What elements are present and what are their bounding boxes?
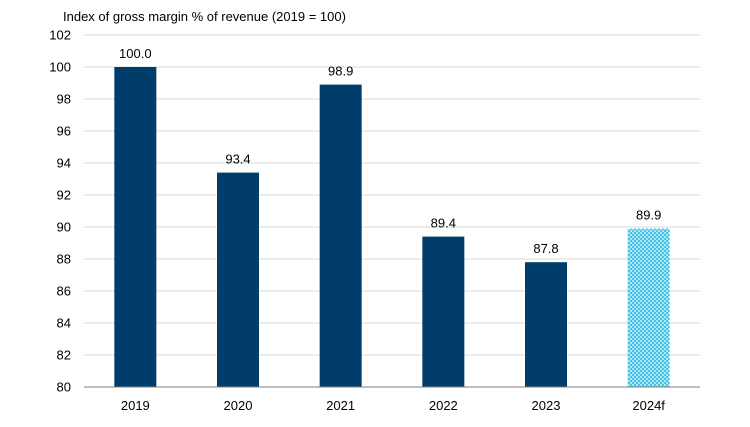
y-tick-label: 88 xyxy=(57,252,71,267)
y-tick-label: 84 xyxy=(57,316,71,331)
y-tick-label: 94 xyxy=(57,156,71,171)
y-tick-label: 102 xyxy=(49,28,71,43)
data-label: 98.9 xyxy=(328,64,353,79)
x-axis-ticks: 2019 2020 2021 2022 2023 2024f xyxy=(121,398,665,413)
x-tick-label: 2023 xyxy=(532,398,561,413)
bar xyxy=(319,84,362,387)
x-tick-label: 2024f xyxy=(632,398,665,413)
y-tick-label: 80 xyxy=(57,380,71,395)
y-axis-ticks: 80 82 84 86 88 90 92 94 96 98 100 102 xyxy=(49,28,71,395)
data-label: 93.4 xyxy=(225,152,250,167)
data-label: 89.9 xyxy=(636,208,661,223)
x-tick-label: 2020 xyxy=(224,398,253,413)
x-tick-label: 2019 xyxy=(121,398,150,413)
y-tick-label: 92 xyxy=(57,188,71,203)
bars xyxy=(114,67,670,387)
bar xyxy=(422,236,465,387)
gridlines xyxy=(84,34,700,356)
y-axis-title: Index of gross margin % of revenue (2019… xyxy=(63,9,346,24)
x-tick-label: 2022 xyxy=(429,398,458,413)
bar xyxy=(525,262,567,387)
y-tick-label: 98 xyxy=(57,92,71,107)
y-tick-label: 90 xyxy=(57,220,71,235)
data-label: 87.8 xyxy=(533,241,558,256)
y-tick-label: 82 xyxy=(57,348,71,363)
data-labels: 100.0 93.4 98.9 89.4 87.8 89.9 xyxy=(119,46,661,256)
bar-forecast xyxy=(627,228,670,387)
data-label: 89.4 xyxy=(431,216,456,231)
y-tick-label: 100 xyxy=(49,60,71,75)
y-tick-label: 96 xyxy=(57,124,71,139)
data-label: 100.0 xyxy=(119,46,152,61)
bar xyxy=(217,172,259,387)
y-tick-label: 86 xyxy=(57,284,71,299)
x-tick-label: 2021 xyxy=(326,398,355,413)
bar xyxy=(114,67,157,387)
